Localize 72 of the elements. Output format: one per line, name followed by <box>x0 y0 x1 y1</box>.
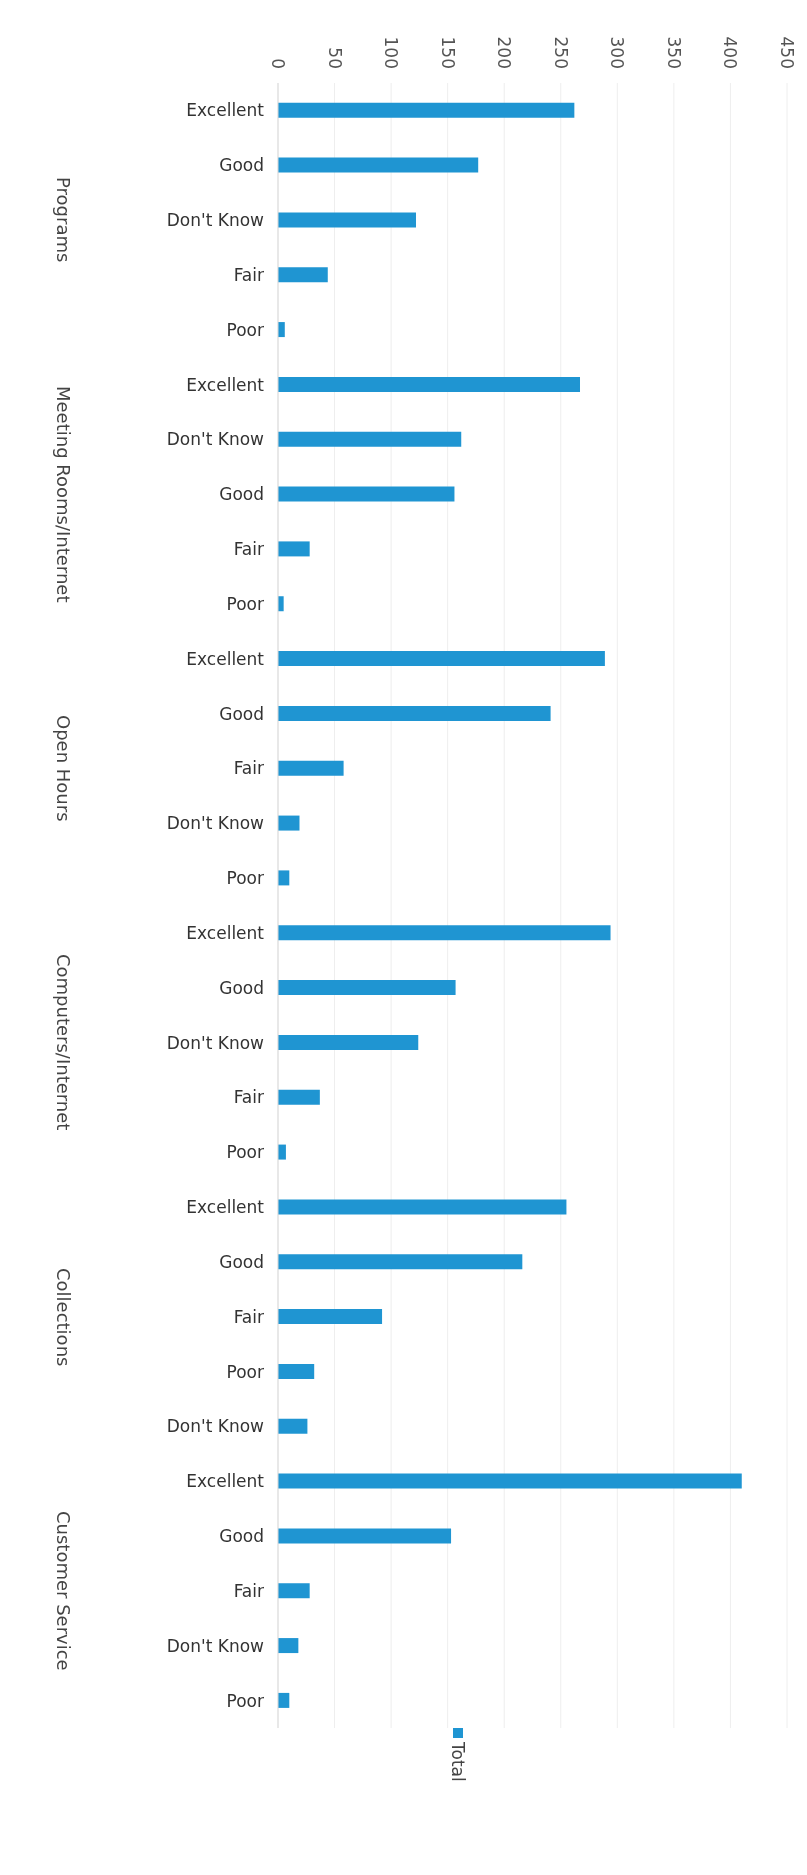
y-tick-label: Poor <box>226 1690 265 1711</box>
bar <box>278 1199 567 1215</box>
x-tick-label: 0 <box>268 58 288 69</box>
bar <box>278 980 456 996</box>
bar <box>278 1089 320 1105</box>
x-tick-label: 450 <box>777 36 797 69</box>
y-tick-label: Excellent <box>186 1197 265 1218</box>
text: Open Hours <box>52 715 74 822</box>
bar <box>278 1418 308 1434</box>
x-tick-label: 50 <box>324 47 345 69</box>
bar <box>278 1583 310 1599</box>
y-tick-label: Good <box>219 1251 264 1272</box>
bar <box>278 1363 315 1379</box>
bar <box>278 1638 299 1654</box>
y-tick-label: Excellent <box>186 922 265 943</box>
text: Collections <box>52 1267 74 1366</box>
y-tick-label: Excellent <box>186 1471 265 1492</box>
y-tick-label: Poor <box>226 868 265 889</box>
text: Programs <box>52 177 74 263</box>
y-tick-label: Good <box>219 1526 264 1547</box>
bar <box>278 1528 452 1544</box>
y-tick-label: Poor <box>226 1361 265 1382</box>
y-tick-label: Don't Know <box>166 429 265 450</box>
text: Customer Service <box>52 1511 74 1671</box>
y-tick-label: Excellent <box>186 374 265 395</box>
bar <box>278 1034 419 1050</box>
bar <box>278 760 344 776</box>
bar <box>278 541 310 557</box>
bar <box>278 376 581 392</box>
y-tick-label: Fair <box>233 758 264 779</box>
y-tick-label: Don't Know <box>166 1635 265 1656</box>
bar <box>278 212 416 228</box>
x-tick-label: 350 <box>663 36 684 69</box>
text: Computers/Internet <box>52 954 74 1131</box>
y-tick-label: Poor <box>226 593 265 614</box>
y-tick-label: Don't Know <box>166 1032 265 1053</box>
legend-label: Total <box>447 1742 468 1782</box>
x-tick-label: 200 <box>494 36 515 69</box>
bar <box>278 1254 523 1270</box>
x-tick-label: 400 <box>720 36 741 69</box>
y-tick-label: Good <box>219 155 264 176</box>
y-tick-label: Poor <box>226 1142 265 1163</box>
y-tick-label: Excellent <box>186 648 265 669</box>
bar <box>278 267 328 283</box>
y-tick-label: Don't Know <box>166 1416 265 1437</box>
y-tick-label: Fair <box>233 1580 264 1601</box>
y-tick-label: Good <box>219 703 264 724</box>
y-tick-label: Excellent <box>186 100 265 121</box>
bar <box>278 486 455 502</box>
x-tick-label: 100 <box>381 36 402 69</box>
bar <box>278 815 300 831</box>
bar <box>278 157 479 173</box>
bar <box>278 431 462 447</box>
y-tick-label: Don't Know <box>166 813 265 834</box>
y-tick-label: Good <box>219 977 264 998</box>
y-tick-label: Fair <box>233 1306 264 1327</box>
x-tick-label: 250 <box>550 36 571 69</box>
x-tick-label: 300 <box>607 36 628 69</box>
text: Meeting Rooms/Internet <box>52 386 74 603</box>
y-tick-label: Good <box>219 484 264 505</box>
x-tick-label: 150 <box>437 36 458 69</box>
bar <box>278 705 551 721</box>
bar <box>278 1473 742 1489</box>
y-tick-label: Poor <box>226 319 265 340</box>
y-tick-label: Fair <box>233 539 264 560</box>
bar <box>278 925 611 941</box>
y-tick-label: Fair <box>233 1087 264 1108</box>
y-tick-label: Fair <box>233 264 264 285</box>
bar <box>278 651 605 667</box>
y-tick-label: Don't Know <box>166 210 265 231</box>
bar <box>278 1309 383 1325</box>
bar <box>278 102 575 118</box>
